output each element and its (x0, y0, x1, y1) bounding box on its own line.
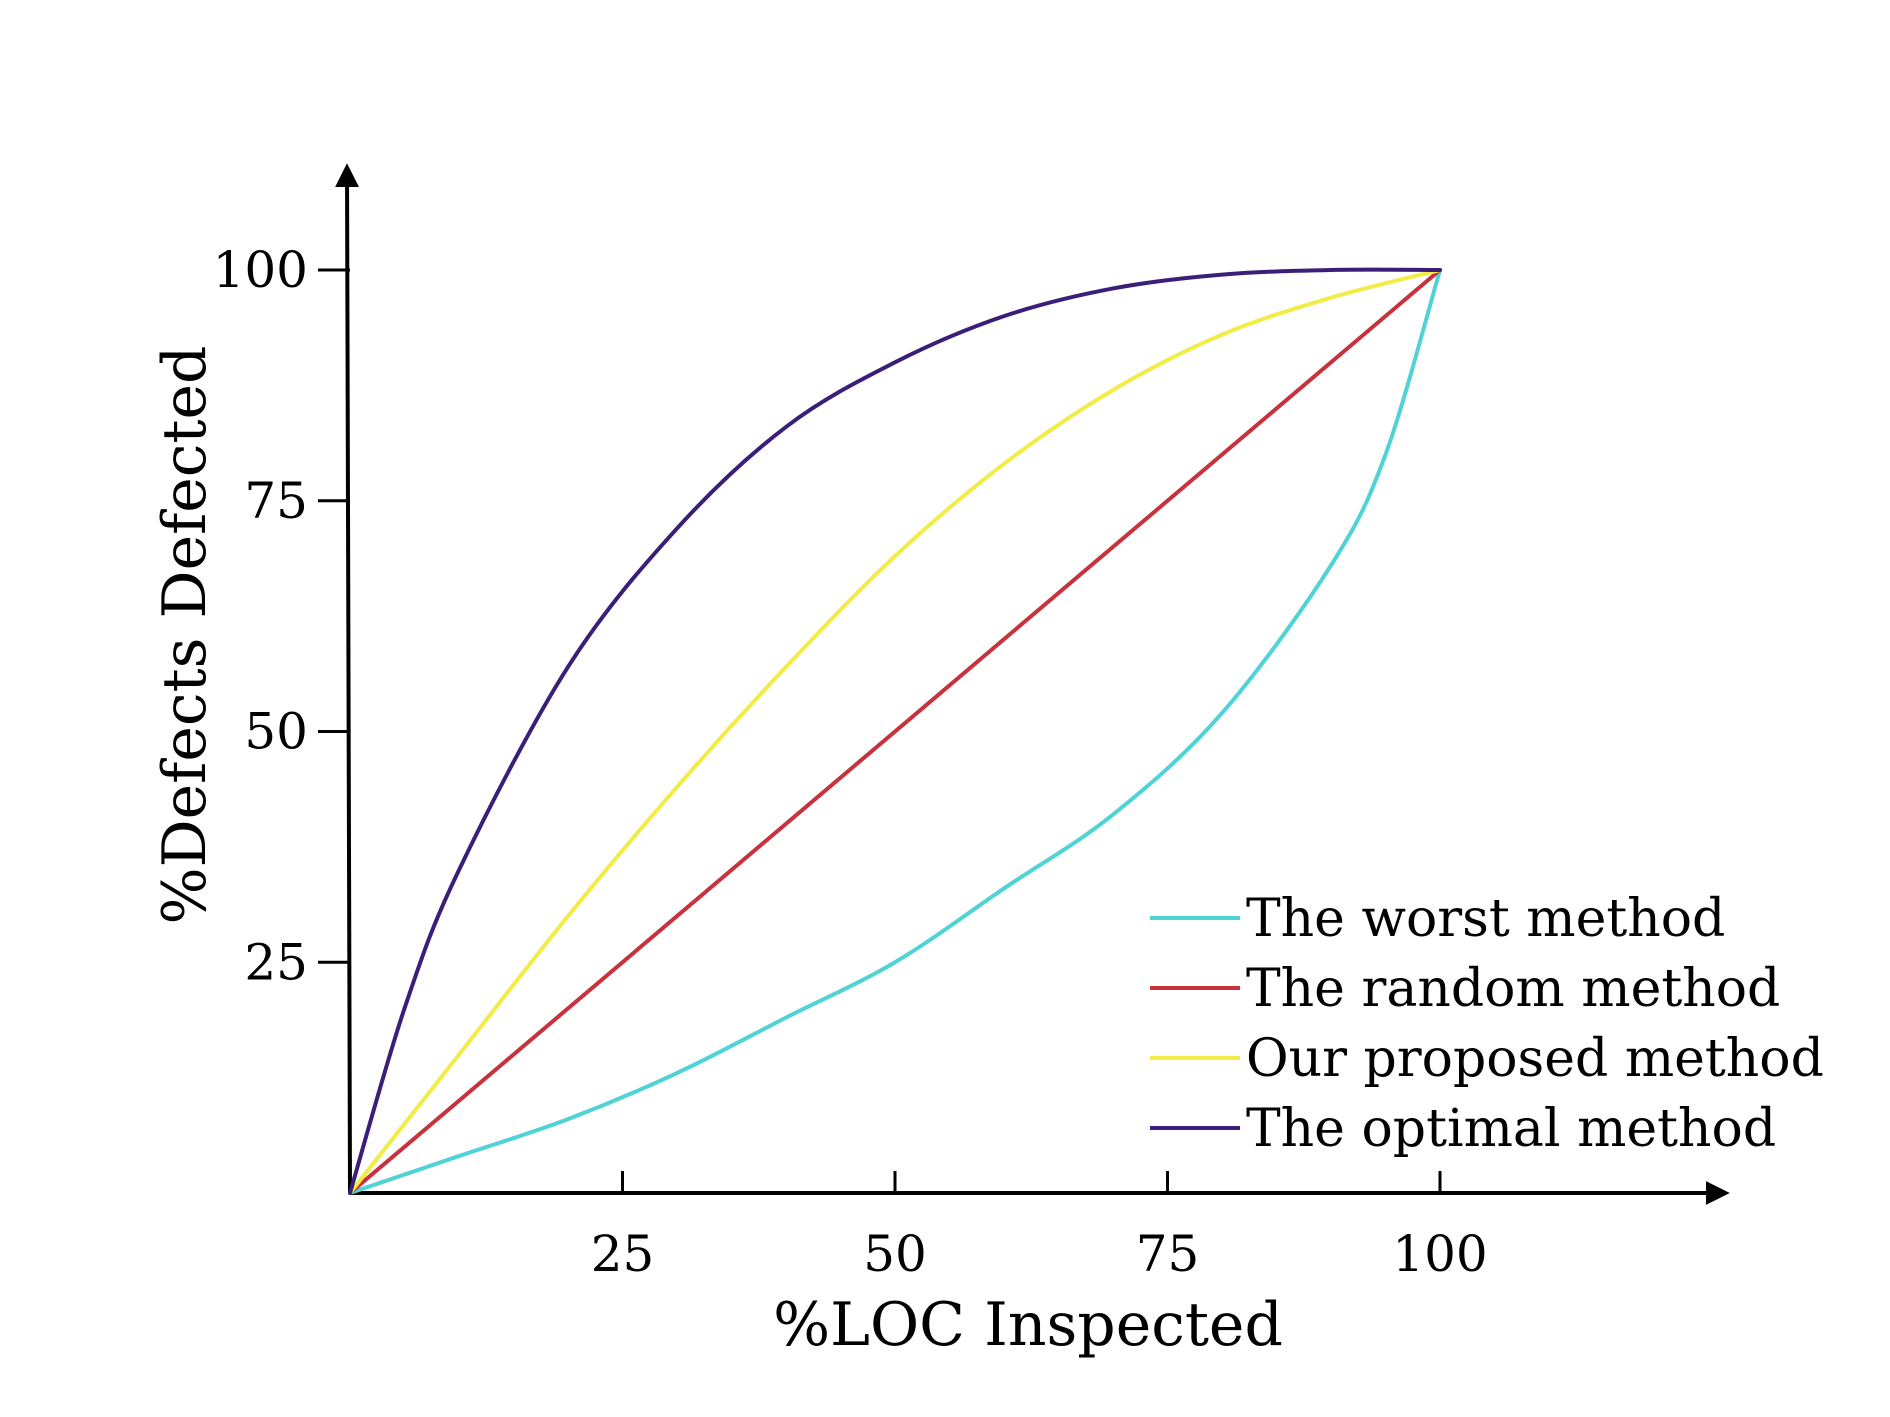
series-line-3 (348, 268, 1442, 1195)
x-tick-label: 25 (591, 1225, 655, 1283)
x-tick-label: 50 (863, 1225, 927, 1283)
legend: The worst method The random method Our pro… (1150, 889, 1824, 1159)
y-ticks: 25 50 75 100 (213, 241, 350, 991)
legend-label: The random method (1246, 959, 1780, 1019)
x-axis-title: %LOC Inspected (773, 1290, 1283, 1360)
y-tick-label: 25 (244, 933, 308, 991)
x-ticks: 25 50 75 100 (591, 1171, 1488, 1283)
y-tick-label: 75 (244, 472, 308, 530)
legend-label: The worst method (1246, 889, 1725, 949)
series-line-1 (348, 268, 1442, 1195)
x-tick-label: 100 (1392, 1225, 1487, 1283)
series-line-4 (348, 267, 1442, 1195)
y-tick-label: 100 (213, 241, 308, 299)
legend-label: Our proposed method (1246, 1029, 1824, 1089)
series-layer (348, 267, 1442, 1195)
y-axis (335, 163, 360, 1194)
legend-label: The optimal method (1246, 1099, 1776, 1159)
y-axis-title: %Defects Defected (150, 346, 220, 925)
y-tick-label: 50 (244, 703, 308, 761)
x-tick-label: 75 (1136, 1225, 1200, 1283)
series-line-2 (348, 268, 1442, 1195)
